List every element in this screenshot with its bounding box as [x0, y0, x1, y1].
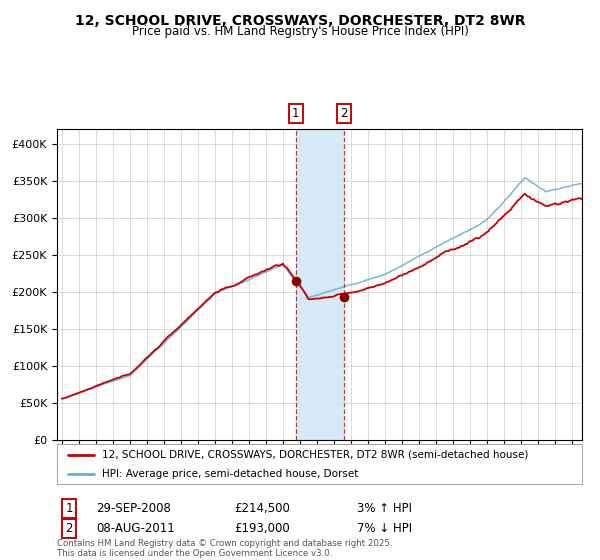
Bar — [296, 129, 344, 440]
Text: 12, SCHOOL DRIVE, CROSSWAYS, DORCHESTER, DT2 8WR: 12, SCHOOL DRIVE, CROSSWAYS, DORCHESTER,… — [75, 14, 525, 28]
Text: £193,000: £193,000 — [234, 521, 290, 535]
Text: 08-AUG-2011: 08-AUG-2011 — [96, 521, 175, 535]
Text: 2: 2 — [65, 521, 73, 535]
Text: £214,500: £214,500 — [234, 502, 290, 515]
Text: 2: 2 — [340, 107, 347, 120]
Text: HPI: Average price, semi-detached house, Dorset: HPI: Average price, semi-detached house,… — [101, 469, 358, 478]
Text: Price paid vs. HM Land Registry's House Price Index (HPI): Price paid vs. HM Land Registry's House … — [131, 25, 469, 38]
Text: 7% ↓ HPI: 7% ↓ HPI — [357, 521, 412, 535]
Text: 1: 1 — [65, 502, 73, 515]
Text: 12, SCHOOL DRIVE, CROSSWAYS, DORCHESTER, DT2 8WR (semi-detached house): 12, SCHOOL DRIVE, CROSSWAYS, DORCHESTER,… — [101, 450, 528, 460]
Text: 1: 1 — [292, 107, 299, 120]
Text: 29-SEP-2008: 29-SEP-2008 — [96, 502, 171, 515]
Text: Contains HM Land Registry data © Crown copyright and database right 2025.
This d: Contains HM Land Registry data © Crown c… — [57, 539, 392, 558]
Text: 3% ↑ HPI: 3% ↑ HPI — [357, 502, 412, 515]
